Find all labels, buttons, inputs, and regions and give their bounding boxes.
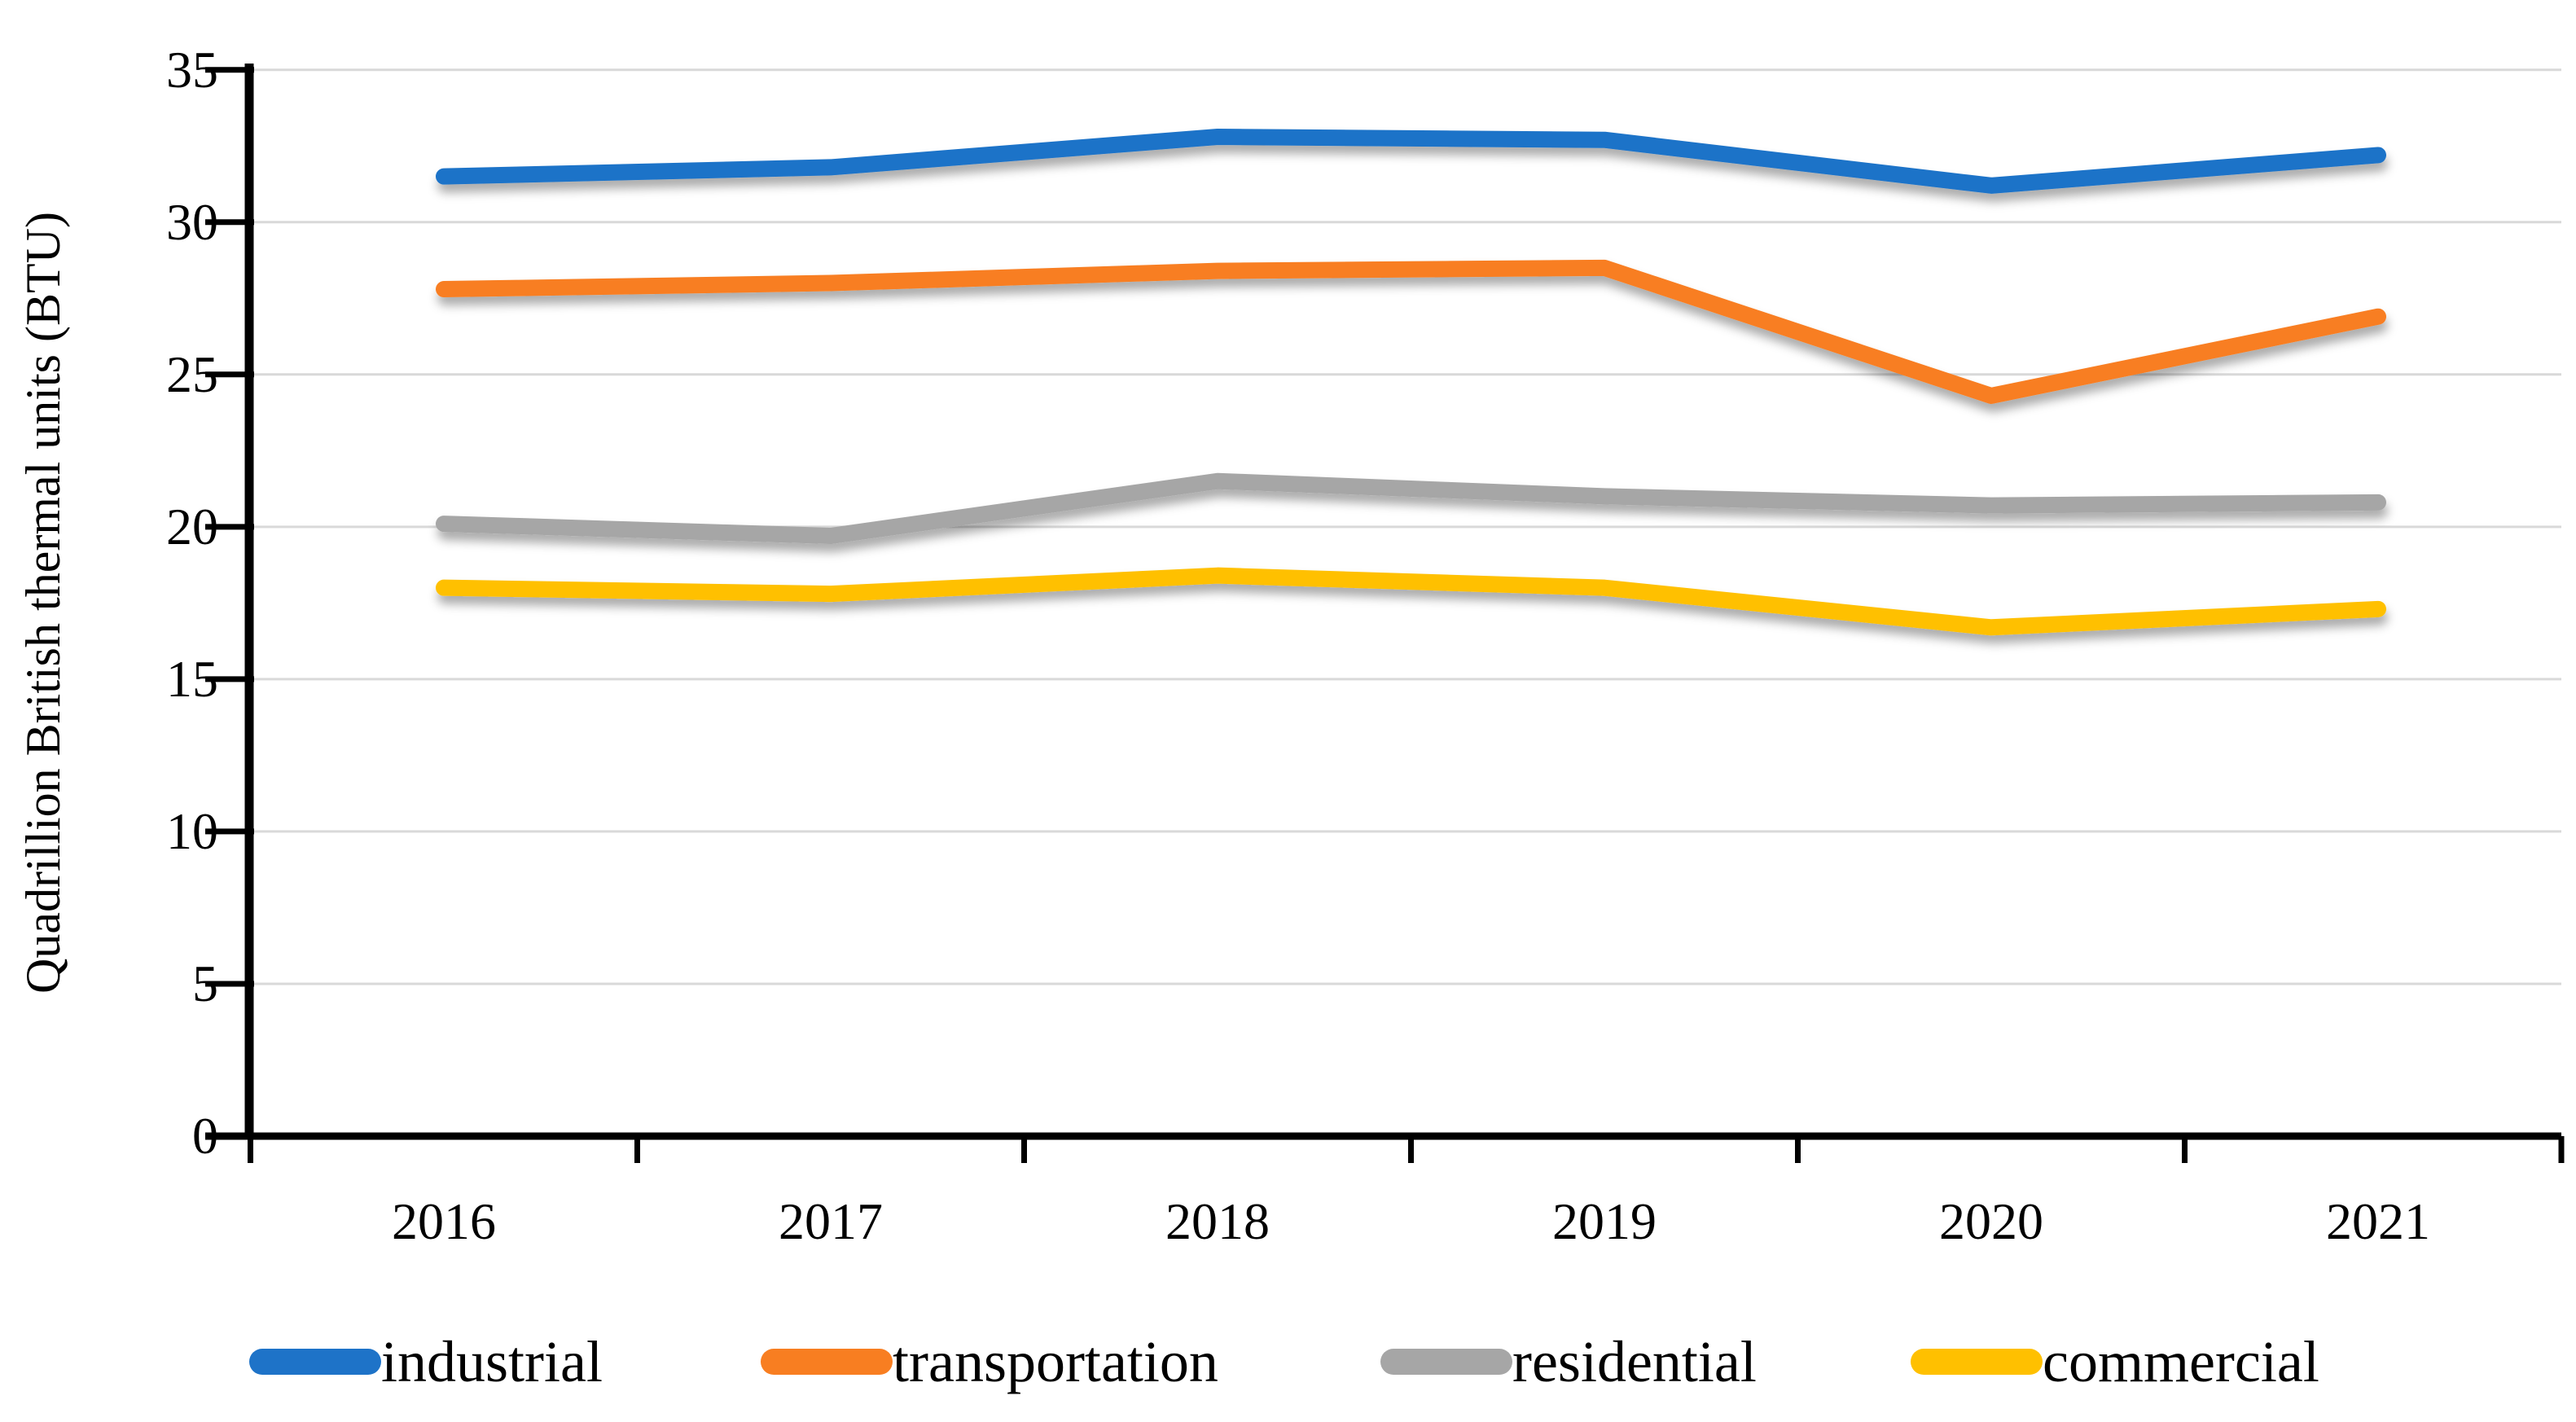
legend-swatch-residential [1380,1349,1512,1375]
legend-item-commercial: commercial [1911,1329,2319,1394]
y-tick-label: 20 [166,497,218,555]
legend-item-industrial: industrial [249,1329,603,1394]
legend-item-transportation: transportation [761,1329,1218,1394]
legend-label: commercial [2043,1329,2319,1394]
x-tick-label: 2016 [392,1192,496,1250]
y-tick-label: 15 [166,649,218,708]
legend-label: transportation [893,1329,1218,1394]
series-line-industrial [436,128,2386,194]
legend-label: industrial [381,1329,603,1394]
y-tick-label: 25 [166,345,218,403]
series-line-transportation [436,259,2386,404]
series-line-residential [436,472,2386,545]
x-tick-label: 2018 [1165,1192,1270,1250]
y-tick-label: 10 [166,801,218,860]
legend-item-residential: residential [1380,1329,1757,1394]
legend-swatch-transportation [761,1349,893,1375]
y-tick-label: 0 [192,1107,218,1165]
y-tick-label: 35 [166,40,218,99]
x-tick-label: 2017 [779,1192,883,1250]
series-line-commercial [436,567,2386,636]
legend-swatch-commercial [1911,1349,2043,1375]
legend-swatch-industrial [249,1349,381,1375]
x-tick-label: 2019 [1552,1192,1657,1250]
x-tick-label: 2020 [1939,1192,2043,1250]
y-tick-label: 5 [192,954,218,1012]
x-tick-label: 2021 [2326,1192,2430,1250]
legend-label: residential [1512,1329,1757,1394]
y-tick-label: 30 [166,192,218,251]
